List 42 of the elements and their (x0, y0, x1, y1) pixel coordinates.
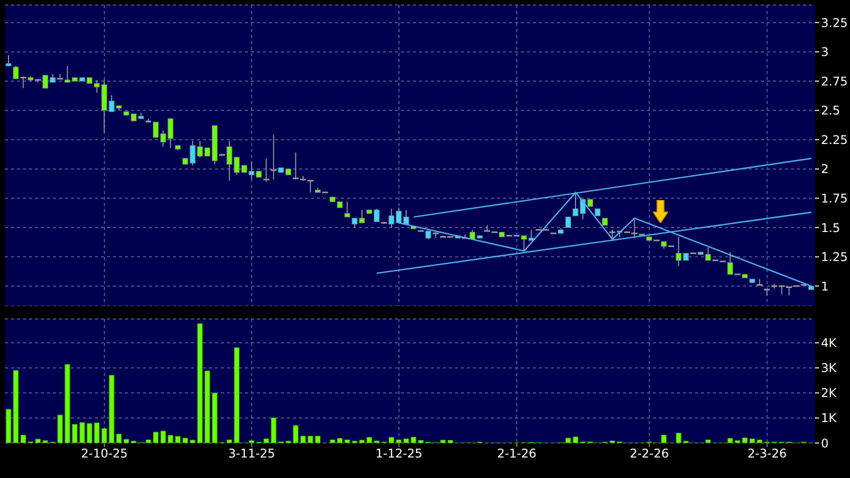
bar (315, 436, 321, 443)
x-tick-label: 2-1-26 (497, 446, 536, 461)
bar (263, 438, 269, 443)
y-tick-label: 4K (821, 336, 838, 350)
candlestick (403, 209, 409, 225)
y-tick-label: 1 (821, 279, 829, 294)
candlestick (344, 201, 350, 218)
bar (749, 438, 755, 443)
x-tick-label: 2-10-25 (80, 446, 128, 461)
y-tick-label: 1.75 (821, 192, 848, 206)
candlestick (396, 207, 402, 224)
candlestick (6, 54, 12, 66)
candlestick (152, 122, 159, 138)
y-tick-label: 1K (821, 411, 838, 426)
bar (153, 432, 159, 443)
candlestick (64, 65, 70, 83)
y-tick-label: 1.5 (821, 220, 840, 235)
y-tick-label: 2.75 (821, 74, 848, 88)
bar (101, 428, 107, 443)
candlestick (565, 216, 571, 228)
y-tick-label: 3 (821, 45, 829, 60)
bar (182, 438, 188, 443)
y-tick-label: 2.25 (821, 132, 848, 147)
y-tick-label: 2.5 (821, 104, 840, 118)
x-tick-label: 2-3-26 (748, 446, 787, 461)
candlestick (42, 74, 48, 88)
x-tick-label: 2-2-26 (630, 446, 669, 461)
bar (234, 347, 240, 443)
candlestick (234, 156, 240, 176)
x-tick-label: 3-11-25 (228, 446, 276, 461)
candlestick (374, 208, 380, 222)
y-tick-label: 3K (821, 361, 838, 376)
y-tick-label: 2K (821, 386, 838, 400)
bar (20, 434, 26, 443)
y-tick-label: 0 (821, 436, 829, 450)
bar (344, 439, 350, 443)
y-tick-label: 3.25 (821, 16, 848, 30)
y-tick-label: 1.25 (821, 250, 848, 264)
y-tick-label: 2 (821, 162, 829, 176)
x-tick-label: 1-12-25 (376, 446, 422, 461)
bar (396, 439, 402, 443)
bar (72, 424, 78, 443)
